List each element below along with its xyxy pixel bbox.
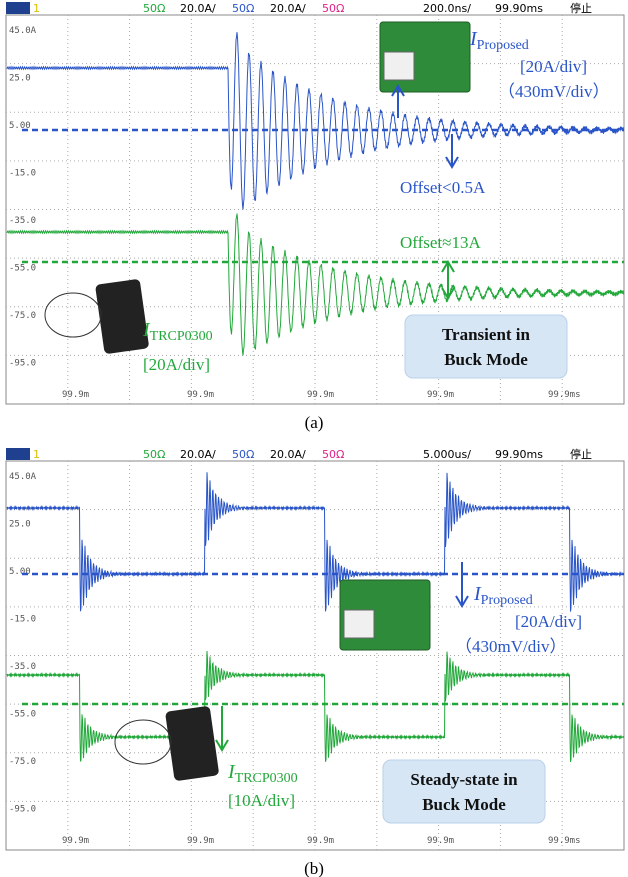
- channel-box: [6, 448, 30, 460]
- header-delay: 99.90ms: [495, 2, 543, 15]
- header-ch2-impedance: 50Ω: [143, 2, 165, 15]
- scale-label: [20A/div]: [515, 612, 582, 631]
- scale-label: [20A/div]: [520, 57, 587, 76]
- mode-label: Transient in: [442, 325, 531, 344]
- sensitivity-label: （430mV/div）: [498, 82, 609, 101]
- pcb-core: [344, 610, 374, 638]
- header-ch3-impedance: 50Ω: [232, 2, 254, 15]
- header-ch2-impedance: 50Ω: [143, 448, 165, 461]
- header-ch4-impedance: 50Ω: [322, 2, 344, 15]
- x-label: 99.9m: [427, 390, 454, 400]
- y-label: -95.0: [9, 805, 36, 815]
- header-ch4-impedance: 50Ω: [322, 448, 344, 461]
- y-label: -95.0: [9, 359, 36, 369]
- mode-label: Buck Mode: [422, 795, 506, 814]
- header-timebase: 5.000us/: [423, 448, 471, 461]
- signal-subscript: TRCP0300: [235, 771, 298, 786]
- header-channel: 1: [33, 2, 40, 15]
- x-label: 99.9m: [187, 836, 214, 846]
- header-ch2-scale: 20.0A/: [180, 448, 216, 461]
- x-label: 99.9m: [62, 836, 89, 846]
- scope-panel: 1 50Ω 20.0A/50Ω 20.0A/50Ω 5.000us/99.90ms 停止 4…: [6, 447, 624, 877]
- y-label: 45.0A: [9, 472, 37, 482]
- y-label: -35.0: [9, 662, 36, 672]
- header-ch2-scale: 20.0A/: [180, 2, 216, 15]
- y-label: -15.0: [9, 615, 36, 625]
- mode-label: Steady-state in: [410, 770, 518, 789]
- pcb-core: [384, 52, 414, 80]
- scope-panel: 1 50Ω 20.0A/50Ω 20.0A/50Ω 200.0ns/99.90ms 停止 4…: [6, 1, 624, 432]
- x-label: 99.9m: [187, 390, 214, 400]
- signal-subscript: TRCP0300: [150, 329, 213, 344]
- header-ch3-scale: 20.0A/: [270, 448, 306, 461]
- y-label: -75.0: [9, 311, 36, 321]
- y-label: 45.0A: [9, 26, 37, 36]
- signal-subscript: Proposed: [477, 38, 529, 53]
- y-label: -55.0: [9, 264, 36, 274]
- y-label: -55.0: [9, 710, 36, 720]
- caption: (b): [304, 859, 324, 877]
- offset-label: Offset≈13A: [400, 233, 482, 252]
- x-label: 99.9m: [427, 836, 454, 846]
- sensitivity-label: （430mV/div）: [455, 637, 566, 656]
- x-label: 99.9m: [307, 390, 334, 400]
- y-label: -35.0: [9, 216, 36, 226]
- y-label: 5.00: [9, 567, 31, 577]
- header-status: 停止: [570, 1, 592, 15]
- figure: 1 50Ω 20.0A/50Ω 20.0A/50Ω 200.0ns/99.90ms 停止 4…: [0, 0, 628, 877]
- y-label: -15.0: [9, 169, 36, 179]
- y-label: 25.0: [9, 520, 31, 530]
- header-status: 停止: [570, 447, 592, 461]
- y-label: -75.0: [9, 757, 36, 767]
- x-label: 99.9m: [62, 390, 89, 400]
- offset-label: Offset<0.5A: [400, 178, 486, 197]
- signal-subscript: Proposed: [481, 593, 533, 608]
- channel-box: [6, 2, 30, 14]
- caption: (a): [305, 413, 324, 432]
- scale-label: [10A/div]: [228, 791, 295, 810]
- header-ch3-impedance: 50Ω: [232, 448, 254, 461]
- header-timebase: 200.0ns/: [423, 2, 471, 15]
- x-label: 99.9ms: [548, 836, 581, 846]
- y-label: 25.0: [9, 74, 31, 84]
- header-channel: 1: [33, 448, 40, 461]
- x-label: 99.9ms: [548, 390, 581, 400]
- scale-label: [20A/div]: [143, 355, 210, 374]
- x-label: 99.9m: [307, 836, 334, 846]
- header-ch3-scale: 20.0A/: [270, 2, 306, 15]
- header-delay: 99.90ms: [495, 448, 543, 461]
- mode-label: Buck Mode: [444, 350, 528, 369]
